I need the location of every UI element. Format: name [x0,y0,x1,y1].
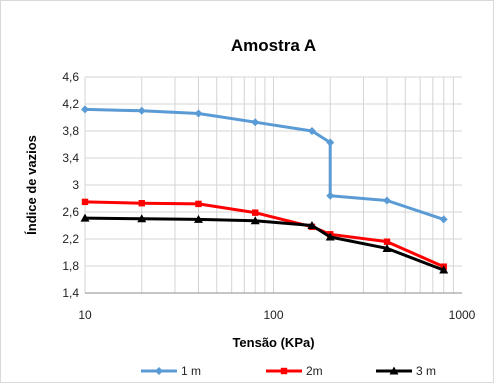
y-tick-label: 2,2 [62,232,79,246]
series-1 [81,105,448,224]
legend-entry: 2m [266,364,323,378]
legend-label: 3 m [416,364,436,378]
data-point [193,214,203,223]
y-tick-label: 4,6 [62,70,79,84]
y-axis-label: Índice de vazios [24,135,39,235]
series-3 [80,213,449,274]
y-tick-label: 3,8 [62,124,79,138]
data-point [325,232,335,241]
data-point [250,216,260,225]
data-point [138,200,145,207]
data-point [137,214,147,223]
chart-title: Amostra A [231,36,316,55]
x-tick-label: 100 [263,308,283,322]
legend-marker [389,366,399,375]
data-point [251,118,260,127]
data-point [307,221,317,229]
data-point [80,213,90,222]
y-tick-label: 3 [72,178,79,192]
data-point [81,105,89,114]
data-point [439,215,448,224]
y-tick-labels: 1,4 1,8 2,2 2,6 3 3,4 3,8 4,2 4,6 [62,70,79,300]
y-tick-label: 2,6 [62,205,79,219]
series-line [84,200,445,269]
legend-label: 2m [306,364,323,378]
data-point [382,243,392,252]
y-tick-label: 3,4 [62,151,79,165]
data-point [137,106,146,115]
y-tick-label: 4,2 [62,97,79,111]
data-series [80,105,449,274]
data-point [307,127,316,135]
x-tick-label: 1000 [449,308,476,322]
x-tick-label: 10 [78,308,92,322]
legend: 1 m 2m 3 m [141,364,436,378]
x-tick-labels: 10 100 1000 [78,308,475,322]
y-tick-label: 1,8 [62,259,79,273]
y-tick-label: 1,4 [62,286,79,300]
data-point [439,265,449,274]
data-point [194,109,203,118]
x-axis-label: Tensão (KPa) [232,335,314,350]
legend-marker [155,367,163,375]
data-point [326,138,335,147]
data-point [326,191,335,200]
data-point [252,209,259,216]
data-point [383,238,391,245]
series-line [84,216,445,272]
legend-entry: 3 m [376,364,436,378]
series-2 [81,198,447,270]
legend-entry: 1 m [141,364,201,378]
legend-marker [280,367,288,375]
data-point [195,200,202,208]
data-point [81,198,89,206]
data-point [382,196,391,205]
legend-label: 1 m [181,364,201,378]
